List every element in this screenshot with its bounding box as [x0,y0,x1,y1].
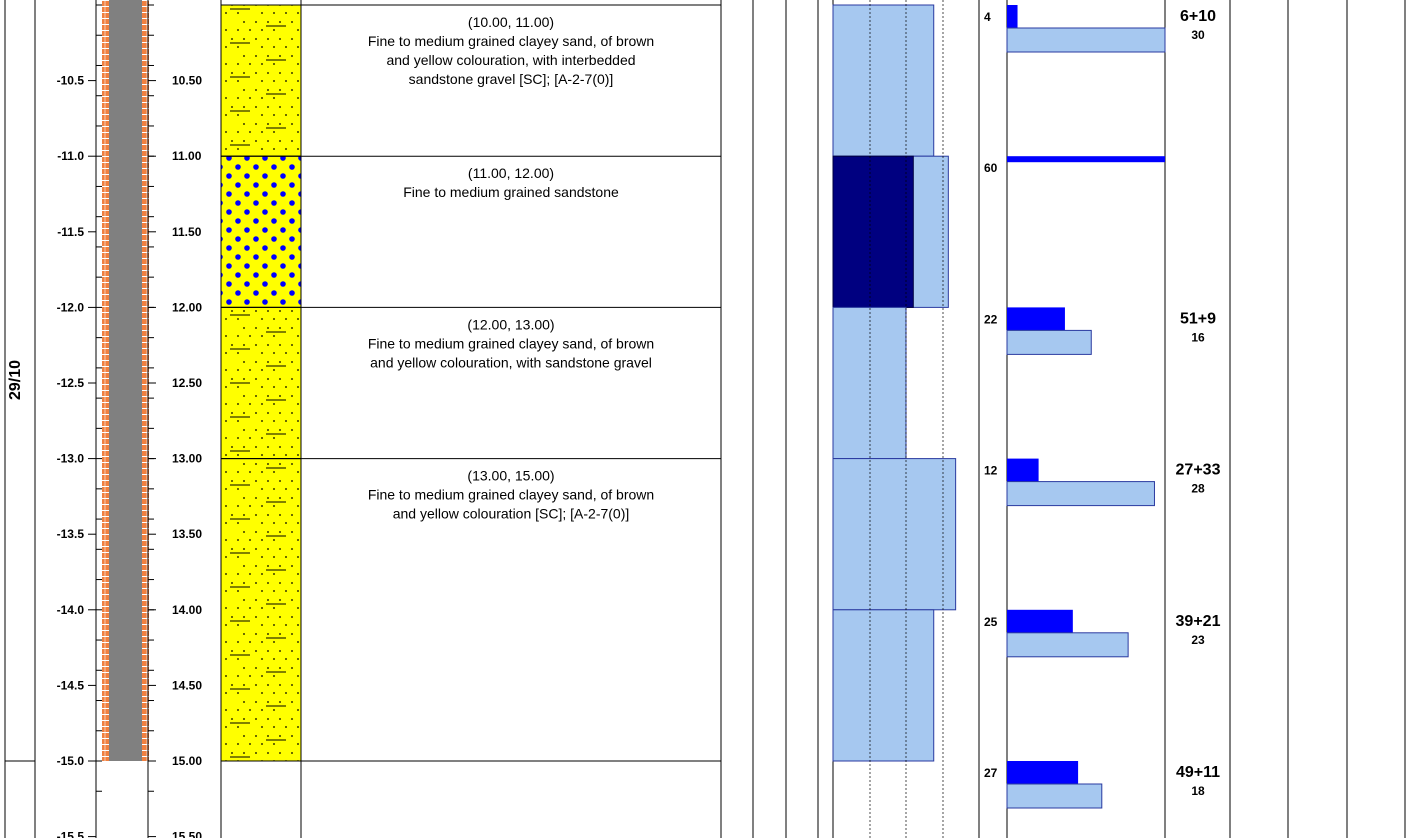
spt-secondary-bar [1006,27,1166,53]
spt-n-bar [1007,458,1039,483]
spt-n-value: 27 [984,766,998,780]
elevation-tick-label: -15.5 [57,830,85,838]
spt-n-bar [1007,5,1018,29]
lithology-layer [220,4,302,157]
elevation-tick-label: -14.0 [57,603,85,617]
spt-n-value: 25 [984,615,998,629]
layer-description-line: Fine to medium grained sandstone [403,184,619,200]
spt-n-bar [1007,761,1079,785]
spt-secondary-bar [1006,632,1129,658]
elevation-tick-label: -15.0 [57,754,85,768]
layer-description-line: and yellow colouration, with interbedded [386,52,635,68]
elevation-axis: -10.5 -11.0 -11.5 -12.0 -12.5 -13.0 -13.5 -14.0… [57,0,102,838]
elevation-tick-label: -12.0 [57,300,85,314]
lithology-layer [220,306,302,460]
depth-tick-label: 12.50 [172,376,202,390]
elevation-tick-label: -13.5 [57,527,85,541]
casing-left-band [102,0,109,761]
depth-tick-label: 13.50 [172,527,202,541]
elevation-tick-label: -12.5 [57,376,85,390]
date-label: 29/10 [7,360,24,400]
spt-n-value: 4 [984,10,991,24]
layer-description-line: Fine to medium grained clayey sand, of b… [368,335,654,351]
depth-tick-label: 15.50 [172,830,202,838]
layer-description-line: and yellow colouration, with sandstone g… [370,354,652,370]
spt-n-value: 22 [984,312,998,326]
casing-right-band [142,0,149,761]
depth-tick-label: 14.00 [172,603,202,617]
depth-tick-label: 10.50 [172,74,202,88]
empty-columns [752,0,819,838]
spt-blows: 6+10 [1180,8,1216,25]
spt-secondary-label: 16 [1191,330,1205,344]
recovery-bar [832,609,935,762]
spt-n-bar [1007,307,1065,332]
depth-tick-label: 11.00 [172,149,202,163]
spt-secondary-label: 18 [1191,784,1205,798]
spt-secondary-label: 30 [1191,28,1205,42]
spt-column: 4 6+10 30 60 22 51+9 16 12 27+33 28 25 39+21 23 27 49+… [984,0,1221,838]
layer-description-line: Fine to medium grained clayey sand, of b… [368,33,654,49]
spt-secondary-label: 28 [1191,482,1205,496]
spt-secondary-label: 23 [1191,633,1205,647]
core-recovery-column [832,0,980,838]
right-columns [1229,0,1406,838]
spt-secondary-bar [1006,481,1155,507]
casing-pipe [109,0,142,761]
depth-axis: 10.50 11.00 11.50 12.00 12.50 13.00 13.50 14.00… [147,0,202,838]
spt-blows: 39+21 [1176,613,1221,630]
depth-tick-label: 14.50 [172,678,202,692]
layer-depth-range: (11.00, 12.00) [468,165,554,181]
depth-tick-label: 12.00 [172,300,202,314]
recovery-bar [832,4,935,157]
elevation-tick-label: -10.5 [57,74,85,88]
layer-description-line: and yellow colouration [SC]; [A-2-7(0)] [393,506,630,522]
spt-secondary-bar [1006,329,1092,355]
spt-blows: 49+11 [1176,764,1220,781]
rqd-bar [832,155,914,308]
lithology-layer [220,155,302,308]
layer-depth-range: (13.00, 15.00) [467,468,554,484]
depth-tick-label: 11.50 [172,225,202,239]
casing-column [102,0,149,761]
elevation-tick-label: -11.5 [57,225,84,239]
elevation-tick-label: -11.0 [57,149,84,163]
lithology-layer [220,458,302,762]
spt-n-value: 12 [984,464,998,478]
spt-blows: 51+9 [1180,310,1216,327]
recovery-bar [832,306,907,460]
recovery-bar [832,458,957,611]
elevation-tick-label: -14.5 [57,678,85,692]
spt-n-bar [1007,609,1073,634]
layer-depth-range: (10.00, 11.00) [468,14,554,30]
spt-n-bar [1007,156,1165,163]
description-column: (10.00, 11.00) Fine to medium grained cla… [221,0,722,838]
spt-n-value: 60 [984,161,998,175]
date-column: 29/10 [4,0,36,838]
depth-tick-label: 15.00 [172,754,202,768]
spt-secondary-bar [1006,783,1103,809]
elevation-tick-label: -13.0 [57,452,85,466]
layer-depth-range: (12.00, 13.00) [467,316,554,332]
layer-description-line: Fine to medium grained clayey sand, of b… [368,487,654,503]
spt-blows: 27+33 [1176,462,1221,479]
depth-tick-label: 13.00 [172,452,202,466]
layer-description-line: sandstone gravel [SC]; [A-2-7(0)] [409,71,614,87]
lithology-column [220,0,302,838]
